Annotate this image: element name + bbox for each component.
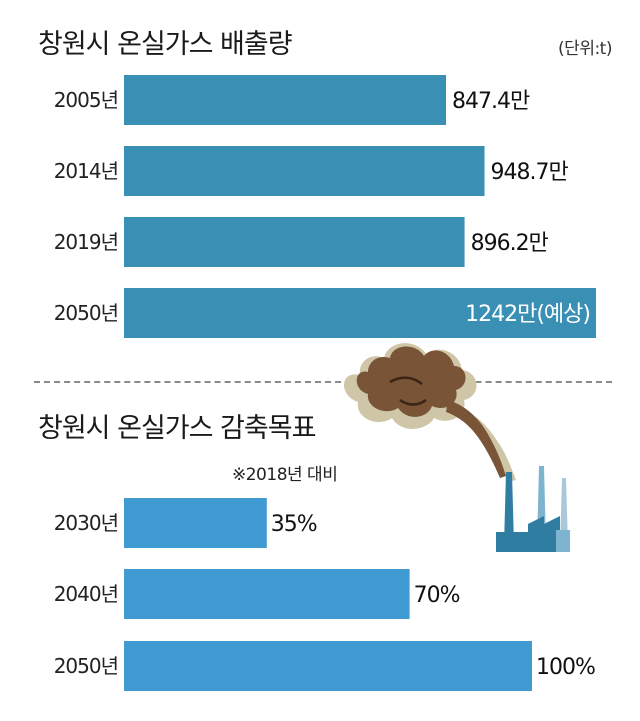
category-label: 2030년 — [54, 511, 118, 535]
emission-bar — [124, 217, 465, 267]
baseline-note: ※2018년 대비 — [232, 465, 338, 485]
target-bar — [124, 641, 532, 691]
emission-bar — [124, 288, 596, 338]
value-label: 847.4만 — [452, 89, 530, 114]
emissions-bar-chart: 2005년 847.4만 2014년 948.7만 2019년 896.2만 2050년 12… — [54, 75, 596, 338]
value-label: 70% — [414, 583, 460, 608]
section-divider — [34, 381, 612, 383]
category-label: 2005년 — [54, 88, 118, 112]
value-label: 896.2만 — [471, 231, 549, 256]
category-label: 2040년 — [54, 582, 118, 606]
category-label: 2050년 — [54, 654, 118, 678]
category-label: 2014년 — [54, 159, 118, 183]
factory-smoke-icon — [343, 343, 570, 552]
emission-bar — [124, 146, 485, 196]
unit-note: (단위:t) — [558, 39, 612, 59]
target-bar — [124, 569, 410, 619]
target-bar — [124, 498, 267, 548]
value-label: 1242만(예상) — [465, 302, 590, 327]
emissions-title: 창원시 온실가스 배출량 — [38, 29, 293, 60]
category-label: 2050년 — [54, 301, 118, 325]
category-label: 2019년 — [54, 230, 118, 254]
value-label: 100% — [536, 655, 595, 680]
value-label: 948.7만 — [491, 160, 569, 185]
reduction-title: 창원시 온실가스 감축목표 — [38, 413, 316, 444]
emission-bar — [124, 75, 447, 125]
value-label: 35% — [271, 512, 317, 537]
